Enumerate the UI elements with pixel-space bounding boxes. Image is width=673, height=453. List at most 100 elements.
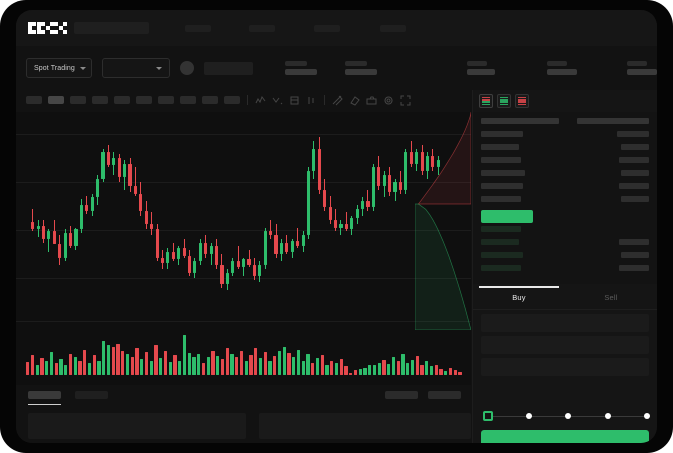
order-price-input[interactable] [481,314,649,332]
volume-bar [258,357,263,375]
timeframe-button-6[interactable] [136,96,152,104]
orders-action-2[interactable] [428,391,461,399]
orders-tab-order-history[interactable] [75,391,108,399]
volume-bar [178,360,182,375]
orderbook-ask-row[interactable] [481,170,649,176]
eraser-icon[interactable] [349,95,360,106]
order-amount-slider[interactable] [483,410,650,422]
submit-buy-button[interactable] [481,430,649,443]
ticker-stat-3-label [467,61,487,66]
orderbook[interactable] [473,112,657,284]
nav-link-1[interactable] [185,24,211,32]
trade-tab-buy[interactable]: Buy [473,286,565,309]
orderbook-ask-row[interactable] [481,157,649,163]
orderbook-mode-asks-icon[interactable] [515,94,529,108]
order-total-input[interactable] [481,358,649,376]
candlestick [31,112,35,330]
slider-stop-50[interactable] [565,413,571,419]
timeframe-button-1[interactable] [26,96,42,104]
compare-icon[interactable] [272,95,283,106]
orderbook-bid-price [481,265,521,271]
candlestick [144,112,148,330]
drawing-icon[interactable] [332,95,343,106]
candlestick [344,112,348,330]
volume-bar [406,362,410,375]
market-header: Spot Trading [16,46,657,90]
volume-bar [448,368,453,375]
ticker-stat-1 [285,61,317,75]
candlestick [377,112,381,330]
orderbook-bid-price [481,226,521,232]
device-screen: Spot Trading [16,10,657,443]
timeframe-button-2[interactable] [48,96,64,104]
fullscreen-icon[interactable] [400,95,411,106]
volume-bar [334,362,339,375]
timeframe-button-3[interactable] [70,96,86,104]
timeframe-button-9[interactable] [202,96,218,104]
orders-action-1[interactable] [385,391,418,399]
candlestick [328,112,332,330]
volume-bar [330,360,334,375]
global-search-input[interactable] [74,22,149,34]
timeframe-button-8[interactable] [180,96,196,104]
order-amount-input[interactable] [481,336,649,354]
slider-stop-75[interactable] [604,413,611,419]
orderbook-ask-row[interactable] [481,144,649,150]
trading-pair-dropdown[interactable] [102,58,170,78]
orderbook-bid-row[interactable] [481,239,649,245]
orderbook-ask-row[interactable] [481,131,649,137]
candlestick [68,112,73,330]
volume-bar [254,348,258,375]
orderbook-bid-row[interactable] [481,265,649,271]
nav-link-2[interactable] [249,24,275,32]
market-type-dropdown[interactable]: Spot Trading [26,58,92,78]
orders-tab-open-orders[interactable] [28,391,61,405]
candlestick [285,112,289,330]
timeframe-button-4[interactable] [92,96,108,104]
orderbook-ask-row[interactable] [481,183,649,189]
orders-panel-left [28,413,246,439]
orderbook-bid-row[interactable] [481,252,649,258]
slider-handle[interactable] [483,411,493,421]
timeframe-button-5[interactable] [114,96,130,104]
volume-bar [296,350,301,375]
candlestick [215,112,219,330]
camera-icon[interactable] [366,95,377,106]
indicators-icon[interactable] [255,95,266,106]
slider-stop-25[interactable] [525,413,532,419]
candlestick [312,112,316,330]
candlestick [436,112,440,330]
nav-link-3[interactable] [314,24,340,32]
orderbook-ask-price [481,131,523,137]
orderbook-mode-both-icon[interactable] [479,94,493,108]
candlestick [182,112,186,330]
pair-name-placeholder [204,61,253,75]
ticker-stat-2-label [345,61,367,66]
candlestick [242,112,246,330]
candlestick [85,112,89,330]
orderbook-bid-row[interactable] [481,226,649,232]
timeframe-button-7[interactable] [158,96,174,104]
volume-bar [301,360,305,375]
orderbook-ask-price [481,183,523,189]
volume-bar [130,356,134,375]
candlestick-chart[interactable] [16,112,471,330]
volume-bar [391,356,396,375]
volume-bar [30,355,35,375]
trade-tab-sell[interactable]: Sell [604,293,618,302]
slider-stop-100[interactable] [644,413,650,419]
orderbook-mode-bids-icon[interactable] [497,94,511,108]
settings-icon[interactable] [383,95,394,106]
candlestick [117,112,121,330]
okx-logo[interactable] [28,21,68,35]
candlestick [96,112,100,330]
nav-link-4[interactable] [380,24,406,32]
templates-icon[interactable] [289,95,300,106]
orderbook-ask-row[interactable] [481,196,649,202]
ticker-stat-5 [627,61,657,75]
volume-bar [444,371,448,375]
timeframe-button-10[interactable] [224,96,240,104]
orderbook-bid-size [619,265,649,271]
volume-chart [16,330,471,385]
chart-type-icon[interactable] [306,95,317,106]
